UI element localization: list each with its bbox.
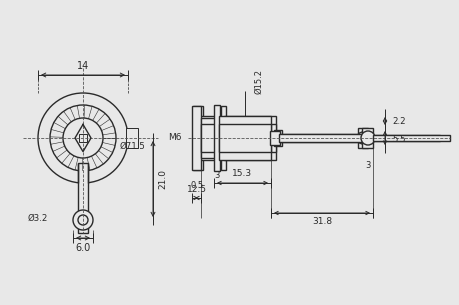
Text: 14: 14: [77, 61, 89, 71]
Bar: [78, 163, 88, 233]
Text: 6.0: 6.0: [75, 243, 90, 253]
Bar: [219, 124, 271, 152]
Text: 0.5: 0.5: [190, 181, 203, 191]
Bar: [224, 124, 276, 152]
Bar: [358, 128, 368, 148]
Bar: [79, 134, 87, 142]
Bar: [279, 134, 364, 142]
Bar: [219, 116, 271, 160]
Circle shape: [361, 131, 375, 145]
Text: Ø71.5: Ø71.5: [120, 142, 146, 150]
Bar: [373, 135, 450, 141]
Bar: [201, 124, 215, 152]
Bar: [192, 106, 201, 170]
Bar: [201, 118, 215, 158]
Bar: [362, 128, 373, 148]
Bar: [193, 106, 203, 170]
Text: M6: M6: [168, 134, 182, 142]
Text: 21.0: 21.0: [158, 169, 168, 189]
Bar: [270, 131, 280, 145]
Bar: [280, 134, 362, 142]
Circle shape: [73, 210, 93, 230]
Bar: [221, 106, 226, 170]
Text: Ø15.2: Ø15.2: [254, 69, 263, 94]
Circle shape: [78, 215, 88, 225]
Bar: [214, 105, 220, 171]
Text: Ø3.2: Ø3.2: [28, 214, 48, 223]
Bar: [274, 130, 282, 146]
Bar: [200, 116, 222, 160]
Text: 3: 3: [365, 162, 371, 170]
Bar: [126, 128, 138, 148]
Bar: [200, 122, 222, 154]
Text: 12.5: 12.5: [186, 185, 207, 193]
Bar: [224, 116, 276, 160]
Text: 5.5: 5.5: [392, 135, 406, 145]
Text: 15.3: 15.3: [232, 170, 252, 178]
Text: 3: 3: [214, 171, 220, 181]
Text: 2.2: 2.2: [392, 117, 406, 125]
Circle shape: [357, 132, 369, 144]
Text: 31.8: 31.8: [312, 217, 332, 227]
Bar: [368, 135, 440, 141]
